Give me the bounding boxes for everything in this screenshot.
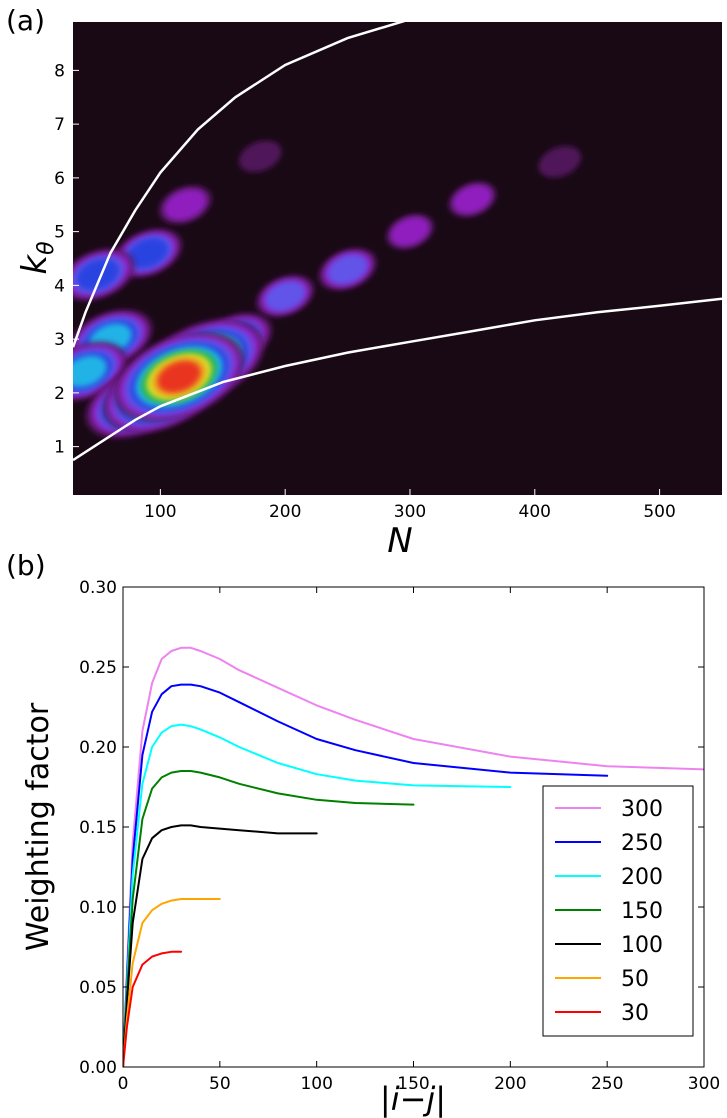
density-blob [538,145,582,178]
legend-entry-label: 30 [621,1001,649,1026]
density-blob [238,140,282,173]
density-blob [76,258,120,291]
x-tick-label: 150 [397,1074,429,1094]
heatmap-density [73,140,582,439]
series-line-50 [123,898,221,1067]
y-tick-label: 3 [54,330,65,350]
x-tick-label: 500 [643,502,675,522]
y-tick-label: 0.30 [79,578,117,598]
legend-entry-label: 300 [621,797,663,822]
heatmap-y-axis-label-sub: θ [34,241,59,255]
x-tick-label: 100 [300,1074,332,1094]
y-tick-label: 6 [54,169,65,189]
density-blob [390,216,430,247]
heatmap-y-axis-label-main: k [15,254,55,275]
bound-curve [73,22,406,348]
x-tick-label: 100 [144,502,176,522]
legend-entry-label: 50 [621,967,649,992]
line-ticks: 0 50 100 150 200 250 300 0.00 0.05 0.10 0.15 0.20 0.… [79,578,720,1094]
x-tick-label: 50 [209,1074,231,1094]
density-blob [452,184,493,215]
bound-curve [73,297,722,462]
x-tick-label: 400 [519,502,551,522]
panel-b-label: (b) [6,549,46,582]
legend-entry-label: 100 [621,933,663,958]
y-tick-label: 0.05 [79,978,117,998]
y-tick-label: 5 [54,223,65,243]
legend-entry-label: 200 [621,865,663,890]
series-line-30 [123,950,183,1067]
y-tick-label: 0.00 [79,1058,117,1078]
x-tick-label: 0 [118,1074,129,1094]
series-line-250 [123,683,609,1067]
line-panel: 0 50 100 150 200 250 300 0.00 0.05 0.10 0.15 0.20 0.… [79,578,720,1094]
y-tick-label: 0.15 [79,818,117,838]
panel-a-label: (a) [6,4,45,37]
y-tick-label: 1 [54,438,65,458]
x-tick-label: 300 [688,1074,720,1094]
y-tick-label: 0.10 [79,898,117,918]
x-tick-label: 200 [269,502,301,522]
y-tick-label: 0.20 [79,738,117,758]
density-blob [73,355,107,388]
heatmap-ticks: 100 200 300 400 500 1 2 3 4 5 6 7 8 [54,61,676,522]
line-series-group [123,646,704,1067]
y-tick-label: 2 [54,384,65,404]
x-tick-label: 200 [494,1074,526,1094]
x-tick-label: 250 [591,1074,623,1094]
line-x-axis-label: |i−j| [380,1080,446,1118]
line-y-axis-label: Weighting factor [21,702,56,951]
density-blob [163,188,207,221]
y-tick-label: 0.25 [79,658,117,678]
x-tick-label: 300 [394,502,426,522]
legend-entry-label: 250 [621,831,663,856]
density-blob [157,360,201,393]
density-blob [327,254,368,285]
series-line-300 [123,646,704,1067]
density-blob [264,280,306,312]
heatmap-panel: 100 200 300 400 500 1 2 3 4 5 6 7 8 [54,22,722,522]
heatmap-x-axis-label: N [387,521,412,561]
legend-entry-label: 150 [621,899,663,924]
heatmap-bound-curves [73,22,722,462]
series-line-150 [123,770,415,1067]
svg-text:kθ: kθ [15,241,59,275]
series-line-200 [123,723,512,1067]
density-blob [127,237,169,269]
y-tick-label: 4 [54,276,65,296]
y-tick-label: 8 [54,61,65,81]
series-line-100 [123,824,318,1067]
heatmap-y-axis-label: kθ [15,241,59,275]
legend: 300 250 200 150 100 50 30 [542,785,694,1037]
y-tick-label: 7 [54,115,65,135]
